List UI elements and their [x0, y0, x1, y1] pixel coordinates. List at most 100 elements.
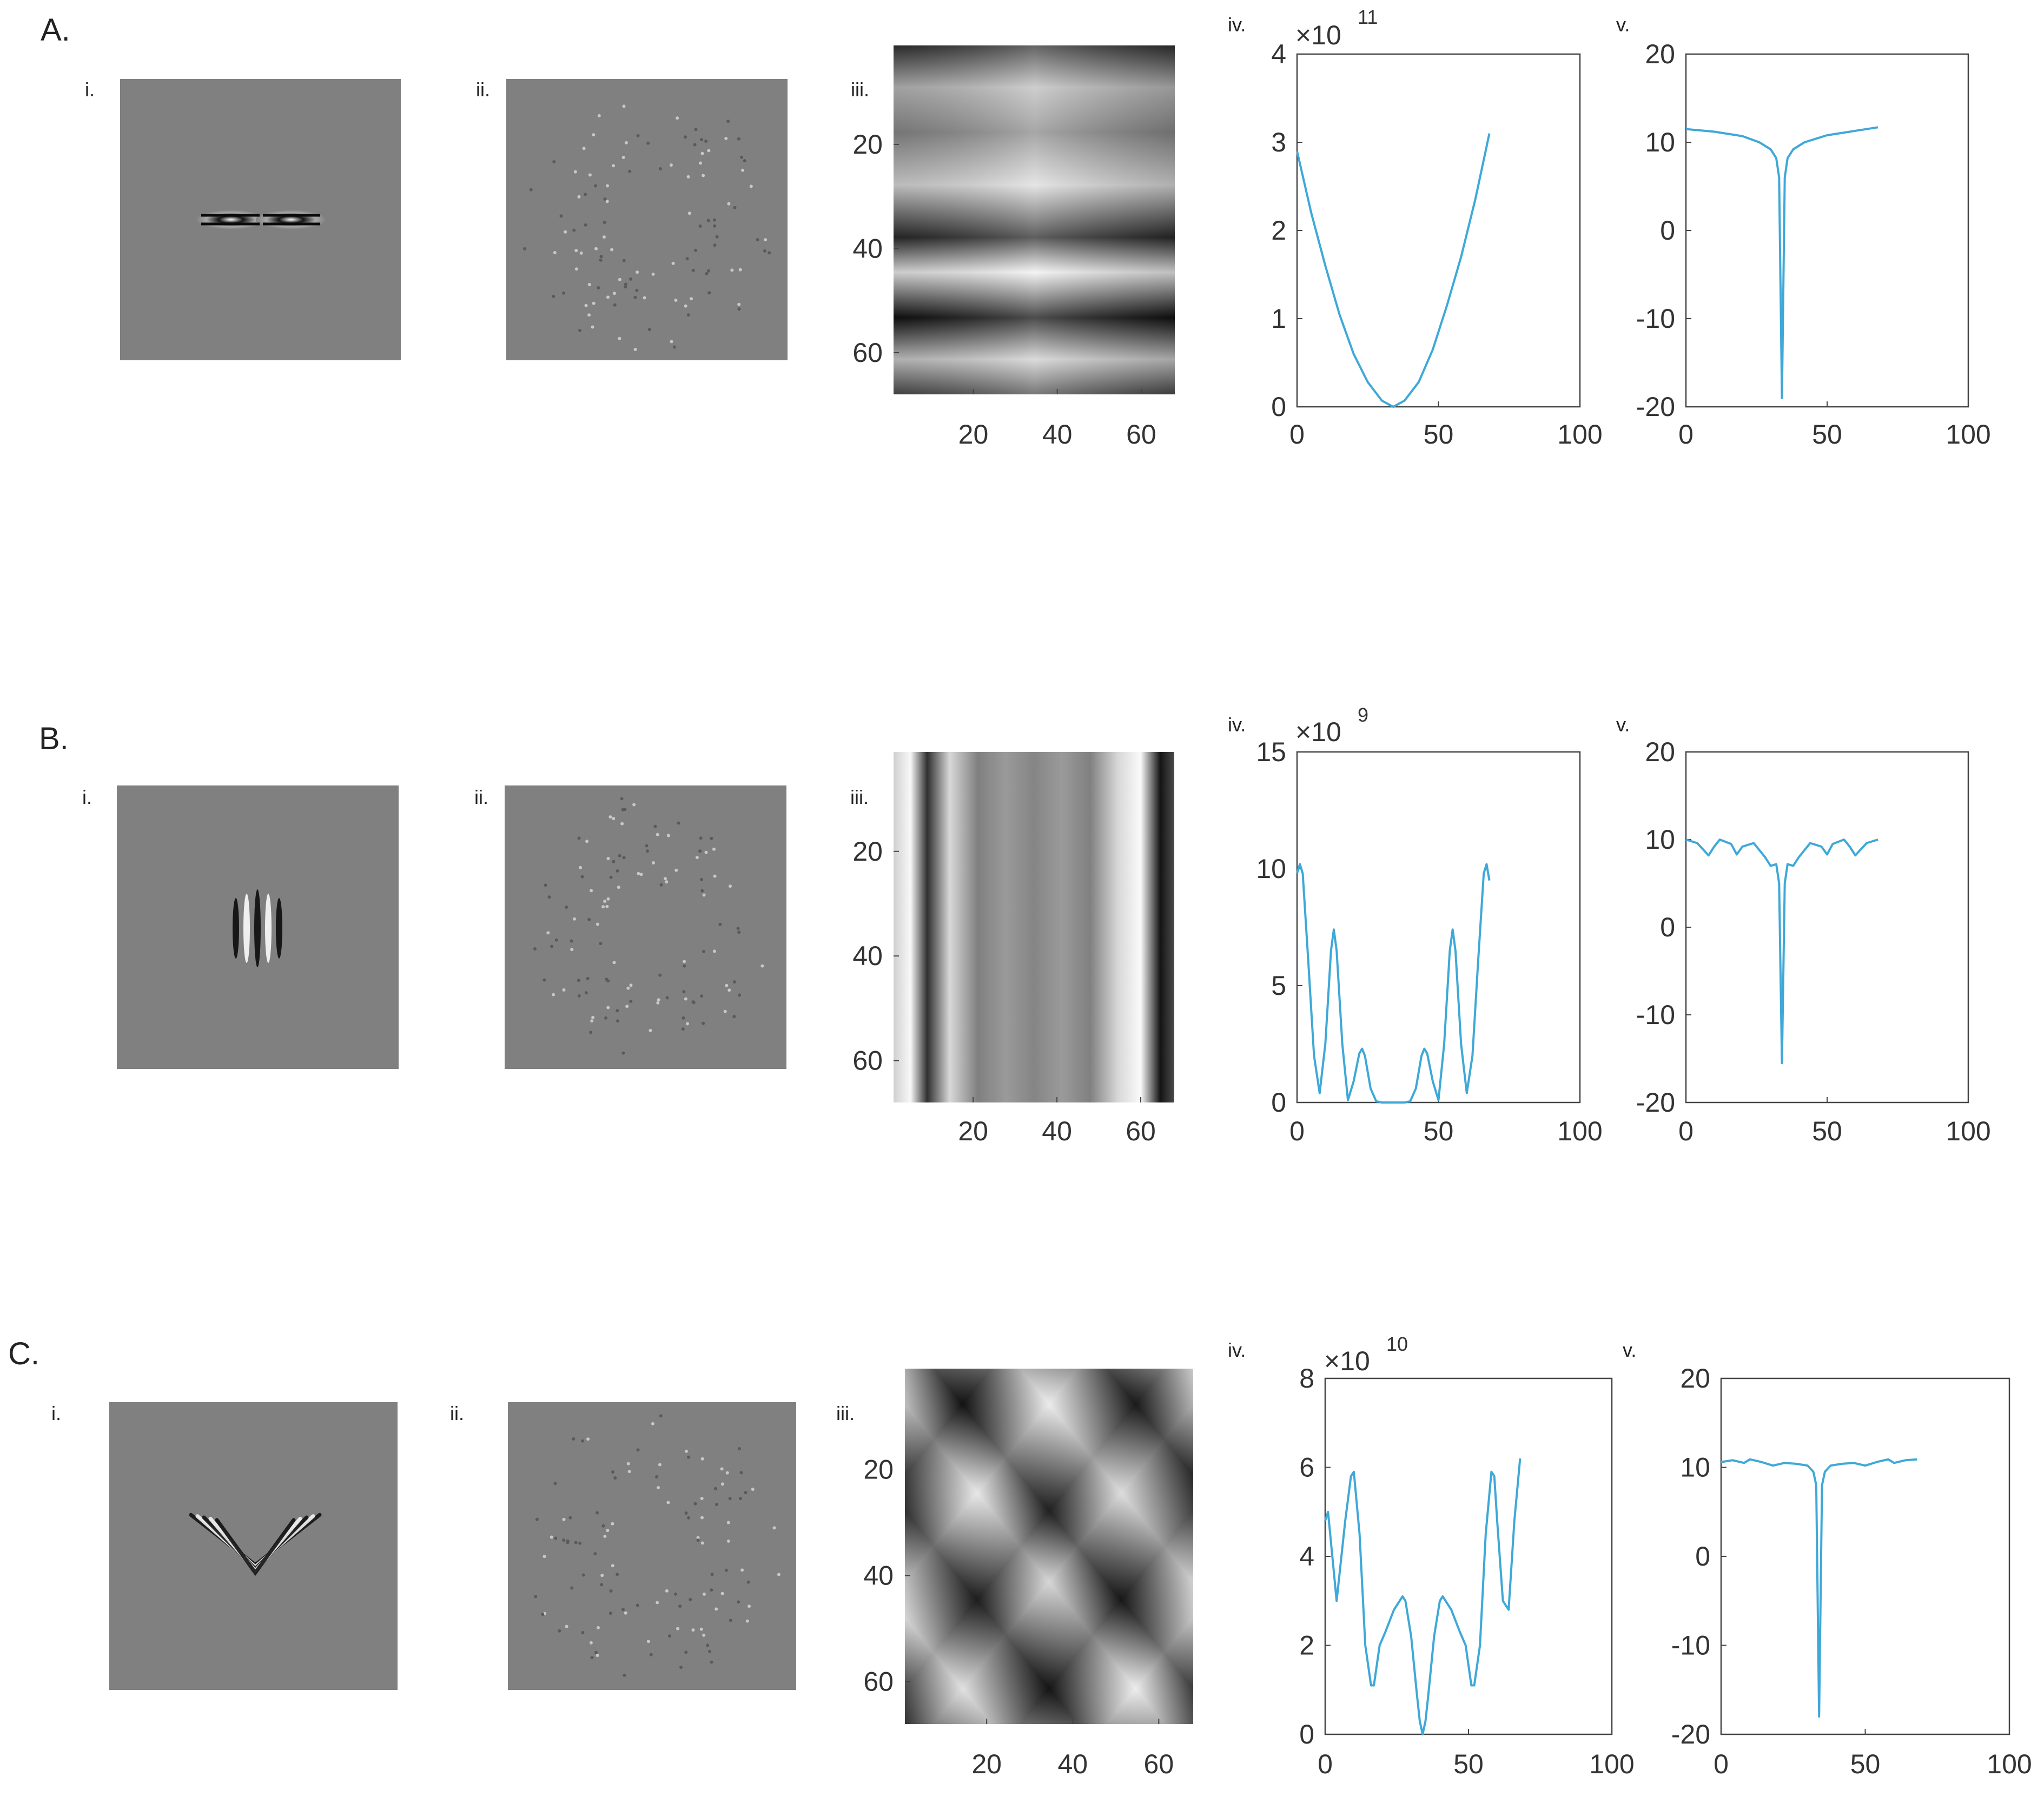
y-tick-label: 3 [1271, 127, 1286, 157]
y-tick-label: -10 [1636, 303, 1675, 334]
x-tick-label: 0 [1678, 1116, 1694, 1146]
y-tick-label: 1 [1271, 303, 1286, 334]
y-tick-label: 0 [1660, 912, 1675, 942]
row-c-exponent-base: ×10 [1324, 1346, 1370, 1376]
heatmap-y-tick-label: 40 [852, 233, 883, 263]
heatmap-y-tick-label: 60 [863, 1667, 894, 1697]
row-a-filtered-image [506, 79, 788, 360]
row-a-heatmap-ticks: 20 40 60 20 40 60 [852, 129, 1156, 450]
heatmap-x-tick-label: 20 [958, 419, 989, 450]
plot-frame [1685, 751, 1969, 1104]
row-b-exponent-label: ×10 9 [1295, 704, 1368, 747]
row-c-panel-iv-label: iv. [1228, 1339, 1246, 1361]
row-c-panel-v-label: v. [1623, 1339, 1636, 1361]
y-tick-label: -10 [1671, 1630, 1710, 1661]
y-tick-label: 4 [1299, 1541, 1314, 1572]
row-b-iv-line-plot: 0 50 100 0 5 10 15 [1256, 737, 1602, 1146]
y-tick-label: -20 [1671, 1719, 1710, 1749]
row-a-panel-i-label: i. [85, 78, 95, 101]
x-tick-label: 100 [1557, 419, 1602, 450]
row-c-heatmap-ticks: 20 40 60 20 40 60 [863, 1454, 1174, 1779]
data-line [1324, 1458, 1522, 1735]
heatmap-x-tick-label: 60 [1126, 419, 1156, 450]
y-tick-label: 0 [1271, 1087, 1286, 1118]
row-b-v-line-plot: 0 50 100 -20 -10 0 10 20 [1636, 737, 1991, 1146]
row-b-panel-v-label: v. [1616, 714, 1630, 736]
row-b-exponent-power: 9 [1358, 704, 1368, 726]
row-b-panel-iv-label: iv. [1228, 714, 1246, 736]
heatmap-x-tick-label: 60 [1144, 1749, 1174, 1779]
heatmap-x-tick-label: 60 [1126, 1116, 1156, 1146]
row-b-panel-ii-label: ii. [474, 786, 488, 808]
x-tick-label: 50 [1812, 419, 1842, 450]
x-tick-label: 50 [1424, 419, 1454, 450]
row-b-filtered-image [505, 785, 786, 1069]
y-tick-label: 2 [1299, 1630, 1314, 1661]
y-tick-label: 20 [1680, 1363, 1710, 1394]
heatmap-x-tick-label: 40 [1042, 1116, 1072, 1146]
y-tick-label: 0 [1299, 1719, 1314, 1749]
y-tick-label: 6 [1299, 1452, 1314, 1483]
row-a-panel-iii-label: iii. [851, 78, 869, 101]
row-a-panel-iv-label: iv. [1228, 14, 1246, 36]
y-tick-label: 15 [1256, 737, 1286, 767]
x-tick-label: 100 [1946, 419, 1990, 450]
y-tick-label: 10 [1645, 824, 1675, 855]
heatmap-y-tick-label: 60 [852, 1046, 883, 1076]
row-c-exponent-power: 10 [1386, 1333, 1408, 1355]
row-c-panel-iii-label: iii. [836, 1402, 855, 1424]
heatmap-y-tick-label: 40 [852, 941, 883, 971]
plot-frame [1720, 1377, 2010, 1735]
row-b-label: B. [39, 721, 69, 756]
row-b-panel-i-label: i. [82, 786, 92, 808]
row-a-heatmap [894, 45, 1175, 394]
x-tick-label: 50 [1424, 1116, 1454, 1146]
plot-frame [1296, 53, 1581, 408]
y-tick-label: 2 [1271, 215, 1286, 246]
heatmap-x-tick-label: 20 [958, 1116, 988, 1146]
row-a-label: A. [41, 12, 70, 48]
row-c-v-line-plot: 0 50 100 -20 -10 0 10 20 [1671, 1363, 2032, 1779]
y-tick-label: 10 [1256, 854, 1286, 884]
y-tick-label: 0 [1271, 392, 1286, 422]
data-line [1296, 133, 1491, 408]
data-line [1685, 838, 1878, 1065]
heatmap-y-tick-label: 20 [852, 836, 883, 867]
y-tick-label: -20 [1636, 392, 1675, 422]
plot-frame [1685, 53, 1969, 408]
heatmap-y-tick-label: 20 [863, 1454, 894, 1484]
row-b-exponent-base: ×10 [1295, 717, 1341, 747]
plot-frame [1296, 751, 1581, 1104]
row-a-exponent-power: 11 [1358, 6, 1378, 28]
y-tick-label: 5 [1271, 970, 1286, 1001]
x-tick-label: 100 [1987, 1749, 2032, 1779]
heatmap-y-tick-label: 40 [863, 1560, 894, 1590]
y-tick-label: 0 [1660, 215, 1675, 246]
row-c-heatmap [905, 1369, 1193, 1724]
row-b-heatmap [894, 752, 1174, 1102]
data-line [1721, 1458, 1917, 1718]
heatmap-x-tick-label: 20 [971, 1749, 1002, 1779]
row-c-panel-ii-label: ii. [450, 1402, 464, 1424]
row-c-kernel-image [109, 1402, 398, 1690]
row-a-exponent-base: ×10 [1295, 20, 1341, 50]
heatmap-x-tick-label: 40 [1042, 419, 1073, 450]
y-tick-label: 20 [1645, 39, 1675, 69]
row-a-kernel-image [120, 79, 401, 360]
row-b-heatmap-ticks: 20 40 60 20 40 60 [852, 836, 1155, 1146]
row-a-panel-v-label: v. [1616, 14, 1630, 36]
heatmap-y-tick-label: 20 [852, 129, 883, 160]
heatmap-y-tick-label: 60 [852, 338, 883, 368]
y-tick-label: 4 [1271, 39, 1286, 69]
row-a-v-line-plot: 0 50 100 -20 -10 0 10 20 [1636, 39, 1991, 450]
row-c-exponent-label: ×10 10 [1324, 1333, 1408, 1376]
y-tick-label: -20 [1636, 1087, 1675, 1118]
y-tick-label: 20 [1645, 737, 1675, 767]
data-line [1296, 863, 1491, 1104]
y-tick-label: 8 [1299, 1363, 1314, 1394]
heatmap-x-tick-label: 40 [1057, 1749, 1088, 1779]
y-tick-label: 0 [1695, 1541, 1710, 1572]
row-a-iv-line-plot: 0 50 100 0 1 2 3 4 [1271, 39, 1603, 450]
plot-frame [1324, 1377, 1613, 1735]
